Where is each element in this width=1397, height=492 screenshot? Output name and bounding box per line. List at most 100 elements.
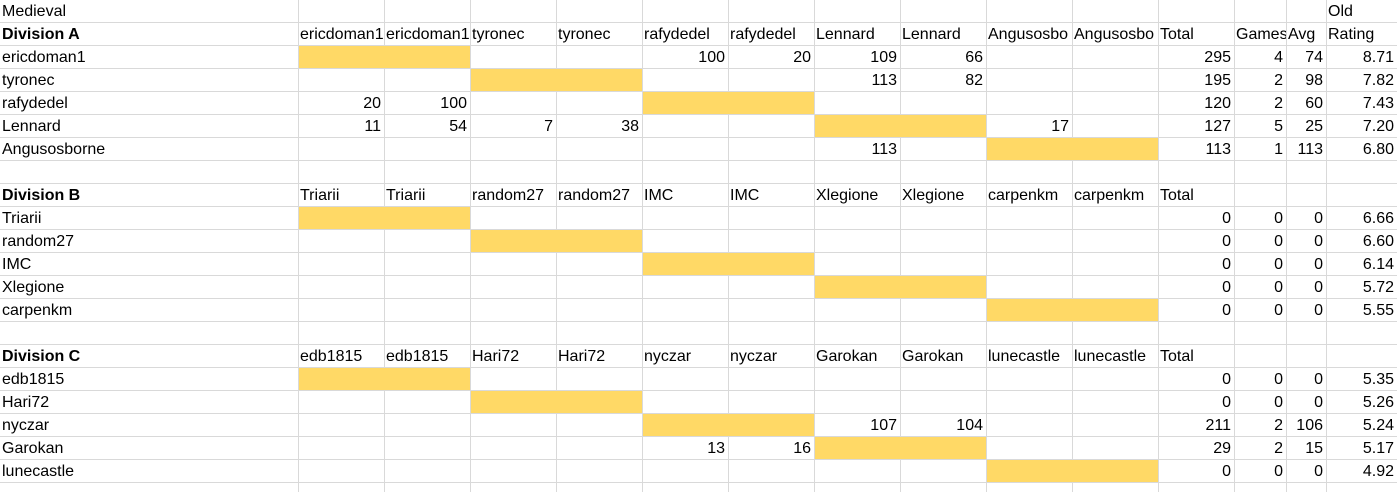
games-cell[interactable]: 2 [1274,72,1283,89]
column-header[interactable]: Xlegione [816,187,879,204]
total-cell[interactable]: 29 [1213,440,1231,457]
player-name[interactable]: edb1815 [2,371,65,388]
games-cell[interactable]: 0 [1274,302,1283,319]
avg-cell[interactable]: 98 [1305,72,1323,89]
player-name[interactable]: Xlegione [2,279,65,296]
column-header[interactable]: rafydedel [644,26,710,43]
column-header[interactable]: Lennard [902,26,961,43]
player-name[interactable]: random27 [2,233,75,250]
score-cell[interactable]: 113 [871,72,897,89]
games-cell[interactable]: 2 [1274,95,1283,112]
column-header[interactable]: tyronec [472,26,525,43]
player-name[interactable]: Angusosborne [2,141,106,158]
score-cell[interactable]: 20 [793,49,811,66]
total-cell[interactable]: 113 [1205,141,1231,158]
score-cell[interactable]: 82 [965,72,983,89]
avg-cell[interactable]: 106 [1296,417,1323,434]
player-name[interactable]: Hari72 [2,394,50,411]
avg-cell[interactable]: 60 [1305,95,1323,112]
column-header[interactable]: edb1815 [386,348,449,365]
score-cell[interactable]: 20 [363,95,381,112]
score-cell[interactable]: 113 [871,141,897,158]
games-cell[interactable]: 0 [1274,210,1283,227]
player-name[interactable]: IMC [2,256,32,273]
total-cell[interactable]: 127 [1204,118,1231,135]
total-cell[interactable]: 0 [1222,279,1231,296]
header-rating[interactable]: Rating [1328,26,1375,43]
total-cell[interactable]: 211 [1205,417,1231,434]
games-cell[interactable]: 2 [1274,417,1283,434]
rating-cell[interactable]: 8.71 [1362,49,1394,66]
player-name[interactable]: tyronec [2,72,55,89]
avg-cell[interactable]: 0 [1314,394,1323,411]
column-header[interactable]: ericdoman1 [300,26,384,43]
total-cell[interactable]: 0 [1222,302,1231,319]
column-header[interactable]: Hari72 [472,348,520,365]
score-cell[interactable]: 107 [870,417,897,434]
rating-cell[interactable]: 5.55 [1362,302,1394,319]
score-cell[interactable]: 66 [965,49,983,66]
header-total[interactable]: Total [1160,187,1194,204]
rating-cell[interactable]: 7.20 [1362,118,1394,135]
total-cell[interactable]: 195 [1204,72,1231,89]
score-cell[interactable]: 38 [621,118,639,135]
column-header[interactable]: Garokan [816,348,878,365]
rating-cell[interactable]: 6.80 [1362,141,1394,158]
player-name[interactable]: nyczar [2,417,50,434]
avg-cell[interactable]: 15 [1305,440,1323,457]
column-header[interactable]: Garokan [902,348,964,365]
header-avg[interactable]: Avg [1288,26,1316,43]
total-cell[interactable]: 0 [1222,256,1231,273]
column-header[interactable]: ericdoman1 [386,26,470,43]
column-header[interactable]: Lennard [816,26,875,43]
rating-cell[interactable]: 6.14 [1362,256,1394,273]
avg-cell[interactable]: 0 [1314,210,1323,227]
games-cell[interactable]: 0 [1274,233,1283,250]
total-cell[interactable]: 0 [1222,463,1231,480]
column-header[interactable]: IMC [730,187,760,204]
avg-cell[interactable]: 0 [1314,279,1323,296]
score-cell[interactable]: 16 [793,440,811,457]
header-games[interactable]: Games [1236,26,1286,43]
total-cell[interactable]: 295 [1204,49,1231,66]
column-header[interactable]: Hari72 [558,348,606,365]
column-header[interactable]: carpenkm [988,187,1059,204]
avg-cell[interactable]: 0 [1314,302,1323,319]
column-header[interactable]: random27 [558,187,631,204]
rating-cell[interactable]: 5.35 [1362,371,1394,388]
games-cell[interactable]: 0 [1274,463,1283,480]
avg-cell[interactable]: 74 [1305,49,1323,66]
column-header[interactable]: lunecastle [988,348,1061,365]
games-cell[interactable]: 4 [1274,49,1283,66]
division-title[interactable]: Division B [2,187,81,204]
rating-cell[interactable]: 7.82 [1362,72,1394,89]
player-name[interactable]: ericdoman1 [2,49,86,66]
column-header[interactable]: Triarii [300,187,340,204]
column-header[interactable]: Angusosbo [988,26,1069,43]
column-header[interactable]: Triarii [386,187,426,204]
header-total[interactable]: Total [1160,26,1194,43]
column-header[interactable]: IMC [644,187,674,204]
total-cell[interactable]: 0 [1222,371,1231,388]
rating-cell[interactable]: 6.66 [1362,210,1394,227]
column-header[interactable]: random27 [472,187,545,204]
column-header[interactable]: Angusosbo [1074,26,1155,43]
header-total[interactable]: Total [1160,348,1194,365]
rating-cell[interactable]: 7.43 [1362,95,1394,112]
player-name[interactable]: lunecastle [2,463,75,480]
column-header[interactable]: Xlegione [902,187,965,204]
column-header[interactable]: edb1815 [300,348,363,365]
games-cell[interactable]: 2 [1274,440,1283,457]
avg-cell[interactable]: 0 [1314,233,1323,250]
sheet-title[interactable]: Medieval [2,3,67,20]
games-cell[interactable]: 5 [1274,118,1283,135]
avg-cell[interactable]: 0 [1314,256,1323,273]
games-cell[interactable]: 0 [1274,394,1283,411]
rating-cell[interactable]: 6.60 [1362,233,1394,250]
column-header[interactable]: tyronec [558,26,611,43]
score-cell[interactable]: 54 [449,118,467,135]
avg-cell[interactable]: 0 [1314,463,1323,480]
rating-cell[interactable]: 5.72 [1362,279,1394,296]
player-name[interactable]: Lennard [2,118,61,135]
